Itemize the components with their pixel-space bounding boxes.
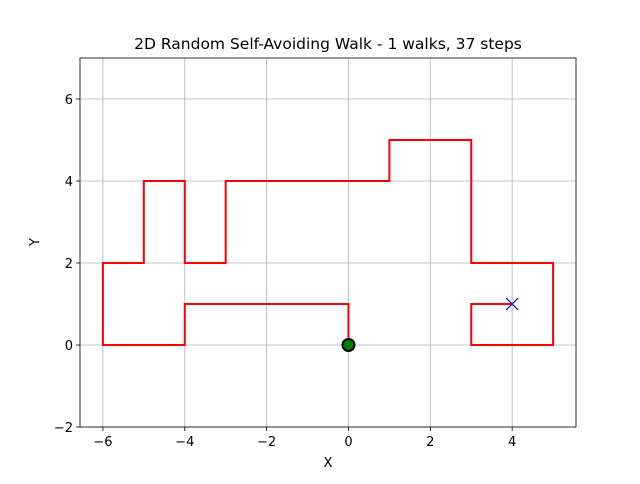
x-tick-label: −6 (93, 435, 112, 450)
x-tick-label: 0 (344, 435, 352, 450)
y-tick-label: 0 (65, 339, 73, 354)
x-axis-label: X (324, 456, 333, 471)
start-marker (341, 338, 356, 352)
y-tick-label: −2 (54, 421, 73, 436)
plot-frame (79, 57, 577, 428)
chart-title: 2D Random Self-Avoiding Walk - 1 walks, … (134, 35, 522, 53)
x-tick-label: 4 (508, 435, 516, 450)
y-tick-label: 4 (65, 175, 73, 190)
walk-line (101, 139, 555, 346)
end-marker (505, 297, 519, 311)
y-tick-label: 2 (65, 257, 73, 272)
x-tick-label: −2 (257, 435, 276, 450)
y-axis-label: Y (28, 238, 43, 247)
y-tick-label: 6 (65, 93, 73, 108)
x-tick-label: 2 (426, 435, 434, 450)
x-tick-label: −4 (175, 435, 194, 450)
